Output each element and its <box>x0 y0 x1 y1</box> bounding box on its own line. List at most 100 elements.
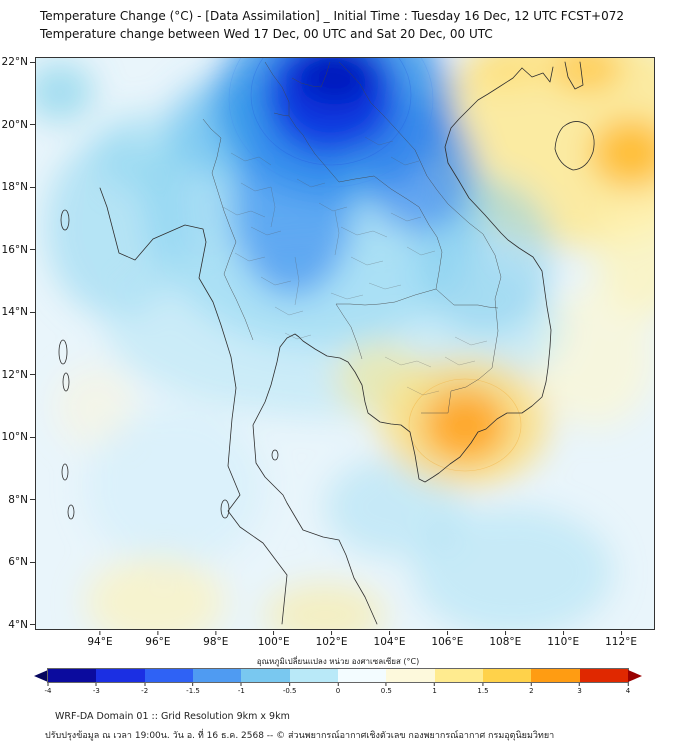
tick-mark <box>562 631 564 635</box>
colorbar-tick: 1 <box>432 683 437 695</box>
colorbar-tick: -4 <box>44 683 52 695</box>
lat-tick-label: 22°N <box>1 56 28 68</box>
colorbar-tick: -0.5 <box>282 683 297 695</box>
page-title: Temperature Change (°C) - [Data Assimila… <box>40 9 624 23</box>
lon-tick: 102°E <box>316 631 348 648</box>
colorbar-tick-label: -2 <box>141 687 149 695</box>
colorbar-left-arrow <box>34 669 48 682</box>
lat-tick: 16°N <box>2 244 35 256</box>
lat-tick: 4°N <box>8 619 35 631</box>
lat-tick-label: 12°N <box>1 368 28 381</box>
colorbar-segment <box>192 669 242 682</box>
lat-tick-label: 10°N <box>1 431 28 444</box>
tick-mark <box>30 499 35 501</box>
colorbar-tick-label: 0.5 <box>380 687 392 695</box>
tick-mark <box>627 683 629 686</box>
colorbar-tick-label: 2 <box>529 687 534 695</box>
lon-tick: 100°E <box>258 631 290 648</box>
lat-tick: 14°N <box>2 306 35 318</box>
tick-mark <box>30 61 35 63</box>
tick-mark <box>289 683 291 686</box>
lat-tick-label: 4°N <box>8 618 28 631</box>
lon-tick-label: 104°E <box>373 636 406 648</box>
lat-tick: 18°N <box>2 181 35 193</box>
tick-mark <box>157 631 159 635</box>
lat-tick-label: 14°N <box>1 306 28 319</box>
tick-mark <box>30 311 35 313</box>
tick-mark <box>215 631 217 635</box>
colorbar-tick: -3 <box>93 683 100 695</box>
colorbar-tick-label: -3 <box>92 687 100 695</box>
colorbar-tick-label: -0.5 <box>282 687 297 695</box>
tick-mark <box>434 683 436 686</box>
colorbar-segment <box>144 669 193 682</box>
colorbar-label: อุณหภูมิเปลี่ยนแปลง หน่วย องศาเซลเซียส (… <box>256 657 420 666</box>
lon-tick-label: 112°E <box>605 636 638 648</box>
colorbar-tick: 0 <box>336 683 340 695</box>
tick-mark <box>240 683 242 686</box>
colorbar-tick: -1.5 <box>186 683 200 695</box>
colorbar-segment <box>434 669 483 682</box>
colorbar-tick: 0.5 <box>381 683 392 695</box>
tick-mark <box>30 436 35 438</box>
lat-tick: 22°N <box>2 56 35 68</box>
tick-mark <box>579 683 581 686</box>
lat-tick: 20°N <box>2 119 35 131</box>
lat-tick-label: 16°N <box>1 243 28 256</box>
colorbar-segment <box>48 669 97 682</box>
tick-mark <box>620 631 622 635</box>
colorbar-segment <box>289 669 338 682</box>
tick-mark <box>30 374 35 376</box>
tick-mark <box>337 683 339 686</box>
lat-tick-label: 20°N <box>1 118 28 131</box>
lat-tick: 6°N <box>8 556 35 568</box>
tick-mark <box>504 631 506 635</box>
map-area <box>26 7 676 647</box>
colorbar-tick-label: 1 <box>432 687 437 695</box>
latitude-axis: 22°N 20°N 18°N 16°N 14°N 12°N 10°N 8°N 6°N 4°N <box>0 56 35 631</box>
colorbar-tick-label: 4 <box>625 687 631 695</box>
tick-mark <box>99 631 101 635</box>
lon-tick: 96°E <box>145 631 171 648</box>
lon-tick: 110°E <box>547 631 579 648</box>
tick-mark <box>385 683 387 686</box>
colorbar-tick-label: -1 <box>237 687 245 695</box>
tick-mark <box>446 631 448 635</box>
colorbar-tick: 1.5 <box>477 683 489 695</box>
colorbar-segment <box>241 669 290 682</box>
longitude-axis: 94°E 96°E 98°E 100°E 102°E 104°E 106°E 108°E 110… <box>35 631 655 653</box>
lon-tick: 112°E <box>605 631 637 648</box>
colorbar-tick: 3 <box>577 683 582 695</box>
tick-mark <box>530 683 532 686</box>
lon-tick: 98°E <box>203 631 228 648</box>
province-borders <box>222 136 488 396</box>
colorbar-ticks: -4 -3 -2 -1.5 -1 -0.5 0 0.5 1 1.5 2 3 4 <box>44 683 630 697</box>
colorbar-segment <box>337 669 387 682</box>
colorbar-tick: 2 <box>529 683 534 695</box>
lon-tick-label: 102°E <box>315 636 348 648</box>
colorbar-segment <box>386 669 435 682</box>
tick-mark <box>144 683 146 686</box>
colorbar-tick: 4 <box>626 683 630 695</box>
lat-tick-label: 8°N <box>8 493 28 506</box>
colorbar-segment <box>96 669 145 682</box>
colorbar-gradient <box>47 668 629 683</box>
map-frame <box>35 57 655 630</box>
colorbar-tick-label: -4 <box>44 687 52 695</box>
lon-tick: 94°E <box>87 631 113 648</box>
tick-mark <box>30 186 35 188</box>
colorbar-tick-label: -1.5 <box>186 687 200 695</box>
colorbar-tick-label: 3 <box>577 687 582 695</box>
tick-mark <box>95 683 97 686</box>
lat-tick: 8°N <box>8 494 35 506</box>
lon-tick-label: 96°E <box>145 636 171 648</box>
contour-lines <box>228 10 522 472</box>
update-info: ปรับปรุงข้อมูล ณ เวลา 19:00น. วัน อ. ที่… <box>45 731 555 741</box>
tick-mark <box>273 631 275 635</box>
lon-tick: 104°E <box>373 631 406 648</box>
colorbar-tick-label: 1.5 <box>477 687 489 695</box>
colorbar <box>34 668 642 683</box>
colorbar-tick: -1 <box>238 683 245 695</box>
tick-mark <box>482 683 484 686</box>
